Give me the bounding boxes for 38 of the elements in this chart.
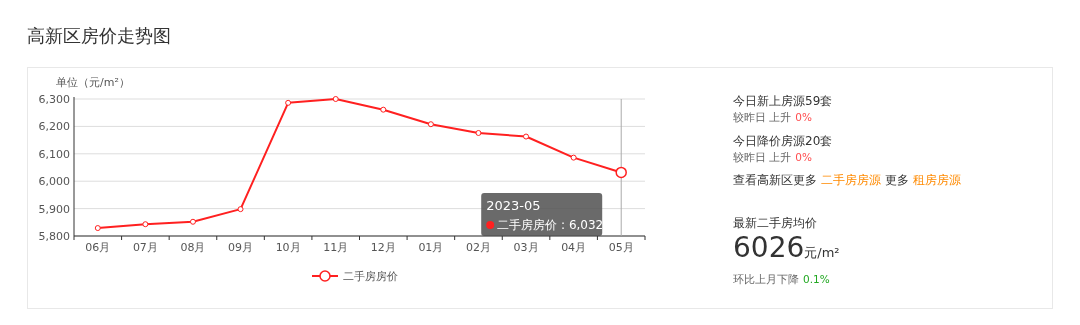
x-tick-label: 07月 — [132, 241, 158, 254]
x-tick-label: 11月 — [323, 241, 349, 254]
text: 今日新上房源59套 — [733, 94, 833, 108]
y-tick-label: 6,100 — [38, 147, 70, 161]
text: 最新二手房均价 — [733, 216, 817, 230]
x-tick-label: 10月 — [275, 241, 301, 254]
x-tick-label: 09月 — [228, 241, 254, 254]
text: 今日降价房源20套 — [733, 134, 833, 148]
text: 租房房源 — [913, 173, 961, 187]
x-tick-label: 12月 — [370, 241, 396, 254]
legend-label: 二手房房价 — [343, 270, 398, 283]
annotation: 2023-05 — [486, 198, 541, 213]
text: 0% — [795, 111, 813, 123]
text: 元/m² — [804, 245, 840, 260]
y-tick-label: 6,200 — [38, 120, 70, 134]
text: 二手房房源 — [821, 173, 881, 187]
x-tick-label: 05月 — [608, 241, 634, 254]
y-tick-label: 5,800 — [38, 230, 70, 243]
text: 查看高新区更多 — [733, 173, 817, 187]
text: 较昨日 上升 — [733, 151, 792, 163]
x-tick-label: 06月 — [85, 241, 111, 254]
y-tick-label: 5,900 — [38, 202, 70, 216]
y-axis-title: 单位（元/m²） — [56, 76, 130, 89]
text: 较昨日 上升 — [733, 111, 792, 123]
chart-title: 高新区房价走势图 — [27, 25, 171, 46]
x-tick-label: 01月 — [418, 241, 444, 254]
text: 6026 — [733, 231, 805, 264]
x-tick-label: 04月 — [561, 241, 587, 254]
y-tick-label: 6,000 — [38, 175, 70, 189]
x-tick-label: 02月 — [465, 241, 491, 254]
x-tick-label: 03月 — [513, 241, 539, 254]
text: 更多 — [885, 173, 909, 187]
text: 0.1% — [803, 273, 830, 285]
text: 环比上月下降 — [733, 273, 799, 285]
x-tick-label: 08月 — [180, 241, 206, 254]
annotation: 二手房房价 : 6,032 — [497, 218, 604, 232]
text: 0% — [795, 151, 813, 163]
y-tick-label: 6,300 — [38, 93, 70, 106]
